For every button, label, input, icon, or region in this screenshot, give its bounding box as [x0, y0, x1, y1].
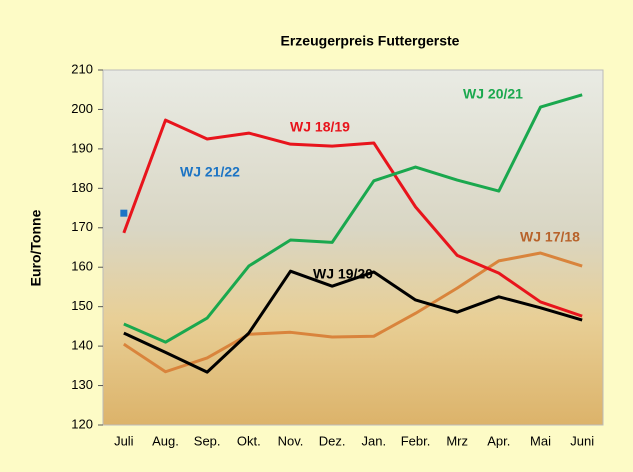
series-marker [120, 209, 128, 217]
x-tick-label: Dez. [319, 433, 346, 448]
y-tick-label: 140 [71, 338, 93, 353]
y-axis-label: Euro/Tonne [28, 209, 44, 286]
series-label: WJ 19/20 [313, 266, 373, 282]
x-tick-label: Apr. [487, 433, 510, 448]
series-label: WJ 21/22 [180, 164, 240, 180]
y-tick-label: 180 [71, 180, 93, 195]
y-tick-label: 150 [71, 298, 93, 313]
x-tick-label: Aug. [152, 433, 179, 448]
series-line [122, 118, 583, 318]
x-tick-label: Nov. [278, 433, 304, 448]
x-tick-label: Okt. [237, 433, 261, 448]
y-tick-label: 120 [71, 416, 93, 431]
x-tick-label: Mrz [446, 433, 468, 448]
y-tick-label: 210 [71, 61, 93, 76]
x-tick-label: Mai [530, 433, 551, 448]
plot-area [102, 69, 604, 426]
y-tick-label: 170 [71, 219, 93, 234]
x-tick-label: Juni [570, 433, 594, 448]
y-tick-label: 130 [71, 377, 93, 392]
x-tick-label: Juli [114, 433, 134, 448]
x-tick-label: Febr. [401, 433, 431, 448]
x-tick-label: Jan. [362, 433, 387, 448]
series-line [123, 93, 583, 344]
series-label: WJ 18/19 [290, 119, 350, 135]
series-line [123, 251, 583, 374]
series-label: WJ 17/18 [520, 229, 580, 245]
y-tick-label: 200 [71, 101, 93, 116]
y-tick-label: 190 [71, 140, 93, 155]
series-label: WJ 20/21 [463, 86, 523, 102]
y-tick-label: 160 [71, 259, 93, 274]
series-line [123, 269, 583, 374]
chart-title: Erzeugerpreis Futtergerste [281, 33, 460, 49]
x-tick-label: Sep. [194, 433, 221, 448]
